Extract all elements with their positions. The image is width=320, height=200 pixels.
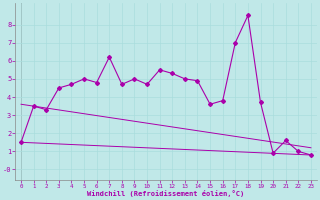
X-axis label: Windchill (Refroidissement éolien,°C): Windchill (Refroidissement éolien,°C) bbox=[87, 190, 244, 197]
